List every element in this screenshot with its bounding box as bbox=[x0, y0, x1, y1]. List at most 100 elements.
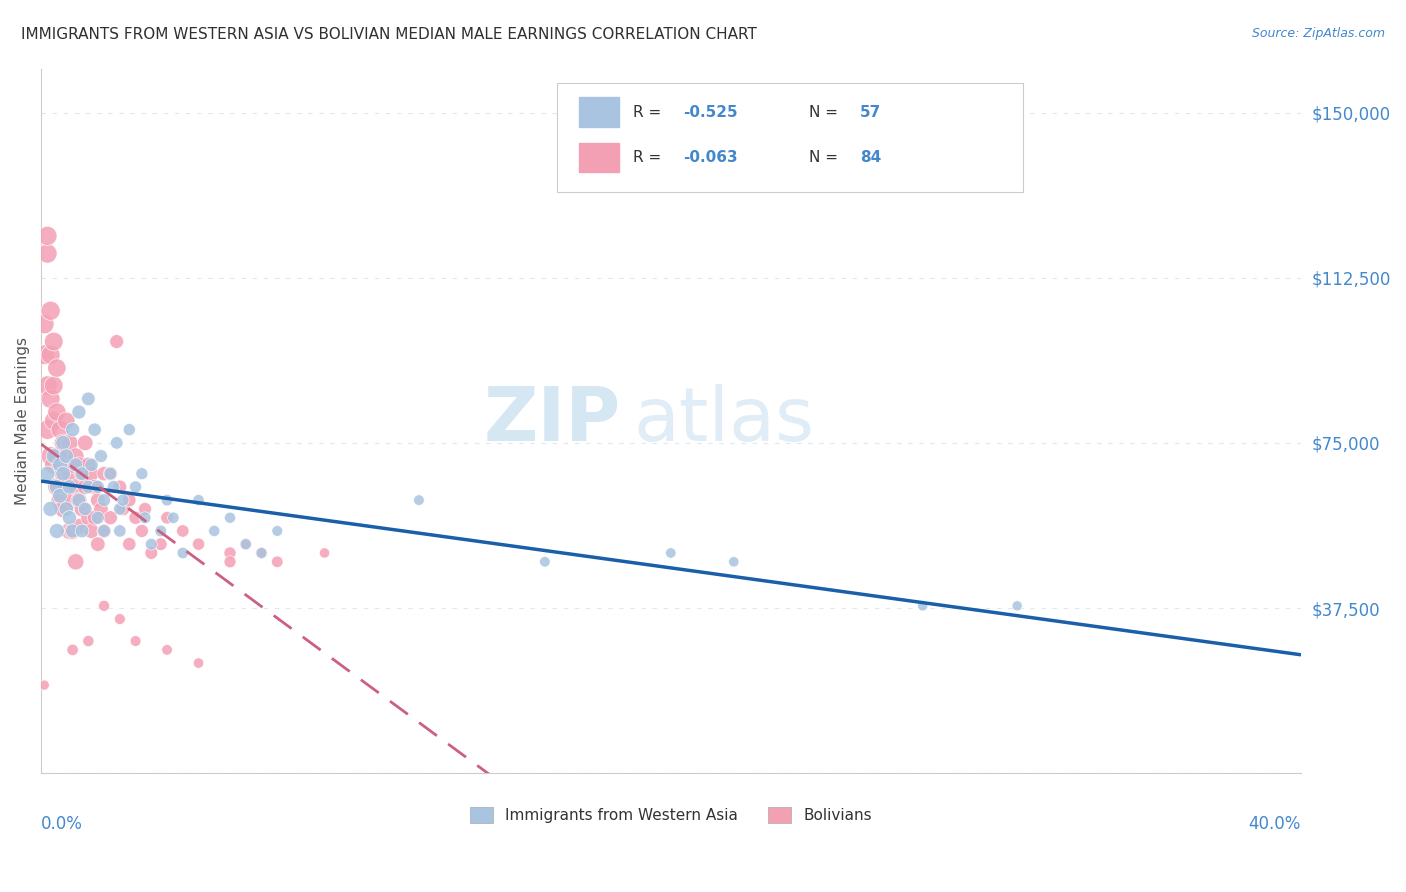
Point bbox=[141, 546, 163, 560]
Point bbox=[42, 458, 65, 472]
Point bbox=[87, 493, 110, 508]
Point bbox=[219, 546, 242, 560]
Point bbox=[93, 524, 115, 538]
Point bbox=[45, 480, 67, 494]
Point bbox=[723, 555, 745, 569]
Point bbox=[103, 480, 125, 494]
Point bbox=[90, 449, 112, 463]
Point bbox=[80, 524, 103, 538]
Point bbox=[49, 493, 72, 508]
Point bbox=[32, 678, 55, 692]
Point bbox=[32, 317, 55, 331]
Point bbox=[149, 537, 172, 551]
Point bbox=[37, 467, 59, 481]
Point bbox=[67, 493, 90, 508]
Point bbox=[80, 467, 103, 481]
Point bbox=[55, 480, 77, 494]
Point bbox=[77, 480, 100, 494]
Point bbox=[408, 493, 430, 508]
Point bbox=[93, 467, 115, 481]
Point bbox=[52, 435, 75, 450]
Point bbox=[93, 493, 115, 508]
Point bbox=[266, 524, 288, 538]
Point bbox=[314, 546, 336, 560]
Point bbox=[70, 467, 93, 481]
Point bbox=[58, 480, 80, 494]
Point bbox=[39, 502, 62, 516]
Point bbox=[55, 449, 77, 463]
Point bbox=[62, 524, 84, 538]
Point bbox=[39, 348, 62, 362]
Point bbox=[266, 555, 288, 569]
Point bbox=[75, 480, 97, 494]
Point bbox=[108, 502, 131, 516]
Point bbox=[45, 361, 67, 376]
Text: Source: ZipAtlas.com: Source: ZipAtlas.com bbox=[1251, 27, 1385, 40]
Text: 0.0%: 0.0% bbox=[41, 815, 83, 833]
Point bbox=[65, 458, 87, 472]
Point bbox=[75, 502, 97, 516]
Point bbox=[235, 537, 257, 551]
Point bbox=[77, 634, 100, 648]
Point bbox=[87, 537, 110, 551]
Point bbox=[42, 414, 65, 428]
Point bbox=[87, 510, 110, 524]
Point bbox=[67, 519, 90, 533]
Text: IMMIGRANTS FROM WESTERN ASIA VS BOLIVIAN MEDIAN MALE EARNINGS CORRELATION CHART: IMMIGRANTS FROM WESTERN ASIA VS BOLIVIAN… bbox=[21, 27, 756, 42]
Point bbox=[83, 480, 105, 494]
Point bbox=[111, 502, 134, 516]
Point bbox=[219, 555, 242, 569]
Point bbox=[37, 228, 59, 243]
Point bbox=[45, 524, 67, 538]
Point bbox=[67, 458, 90, 472]
Point bbox=[67, 405, 90, 419]
Point bbox=[108, 524, 131, 538]
Point bbox=[118, 537, 141, 551]
Point bbox=[111, 493, 134, 508]
Point bbox=[52, 467, 75, 481]
Point bbox=[83, 510, 105, 524]
Point bbox=[141, 537, 163, 551]
Point bbox=[156, 493, 179, 508]
Point bbox=[58, 524, 80, 538]
Point bbox=[911, 599, 934, 613]
Point bbox=[62, 643, 84, 657]
Point bbox=[149, 524, 172, 538]
Point bbox=[162, 510, 184, 524]
Text: atlas: atlas bbox=[633, 384, 814, 458]
Point bbox=[55, 414, 77, 428]
Point bbox=[80, 458, 103, 472]
Point bbox=[52, 502, 75, 516]
Point bbox=[39, 303, 62, 318]
Point bbox=[134, 502, 156, 516]
Point bbox=[124, 510, 146, 524]
Point bbox=[124, 634, 146, 648]
FancyBboxPatch shape bbox=[557, 83, 1024, 192]
Point bbox=[75, 435, 97, 450]
Legend: Immigrants from Western Asia, Bolivians: Immigrants from Western Asia, Bolivians bbox=[464, 801, 879, 829]
Point bbox=[93, 524, 115, 538]
Point bbox=[52, 467, 75, 481]
Point bbox=[67, 493, 90, 508]
Point bbox=[32, 348, 55, 362]
Point bbox=[70, 467, 93, 481]
Text: 84: 84 bbox=[859, 150, 882, 165]
Point bbox=[83, 423, 105, 437]
Bar bbox=[579, 97, 619, 127]
Point bbox=[100, 467, 122, 481]
Point bbox=[49, 423, 72, 437]
Point bbox=[42, 378, 65, 392]
Point bbox=[58, 510, 80, 524]
Point bbox=[62, 493, 84, 508]
Text: -0.063: -0.063 bbox=[683, 150, 738, 165]
Point bbox=[202, 524, 225, 538]
Point bbox=[37, 423, 59, 437]
Point bbox=[45, 480, 67, 494]
Point bbox=[42, 334, 65, 349]
Point bbox=[250, 546, 273, 560]
Point bbox=[65, 555, 87, 569]
Point bbox=[134, 510, 156, 524]
Point bbox=[39, 449, 62, 463]
Point bbox=[55, 502, 77, 516]
Text: 57: 57 bbox=[859, 104, 882, 120]
